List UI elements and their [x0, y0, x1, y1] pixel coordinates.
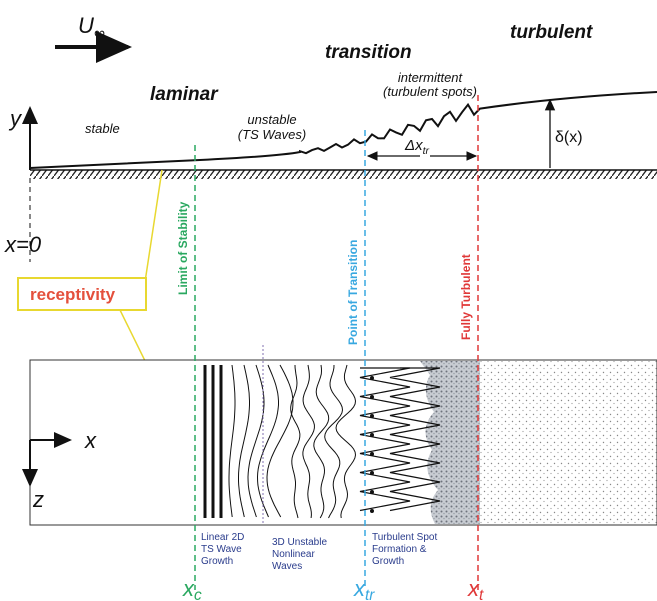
axis-label: y [8, 106, 23, 131]
position-label: xc [182, 576, 202, 601]
spot-dot [370, 414, 374, 418]
position-label: xtr [353, 576, 375, 601]
freestream-label: U∞ [78, 13, 105, 42]
axis-label: x [84, 428, 97, 453]
regime-label: turbulent [510, 22, 593, 43]
marker-label: Limit of Stability [176, 201, 190, 295]
transition-length: Δxtr [404, 137, 429, 157]
turbulent-region [480, 361, 657, 524]
thickness-label: δ(x) [555, 129, 583, 146]
stage-label: unstable(TS Waves) [238, 112, 306, 142]
diagram: U∞ laminar transition turbulent stable u… [0, 0, 657, 601]
spot-dot [370, 433, 374, 437]
pointer [145, 170, 162, 282]
wall [30, 170, 657, 179]
spot-dot [370, 471, 374, 475]
regime-label: laminar [150, 84, 219, 105]
stage-label: intermittent(turbulent spots) [383, 70, 477, 99]
spot-dot [370, 376, 374, 380]
marker-label: Fully Turbulent [459, 254, 473, 340]
position-label: xt [467, 576, 484, 601]
spot-dot [370, 452, 374, 456]
spot-dot [370, 395, 374, 399]
regime-label: transition [325, 42, 412, 63]
marker-label: Point of Transition [346, 240, 360, 345]
axis-label: z [32, 487, 44, 512]
receptivity-label: receptivity [30, 285, 116, 304]
stage-label: stable [85, 121, 120, 136]
spot-dot [370, 509, 374, 513]
origin-label: x=0 [4, 232, 42, 257]
spot-dot [370, 490, 374, 494]
